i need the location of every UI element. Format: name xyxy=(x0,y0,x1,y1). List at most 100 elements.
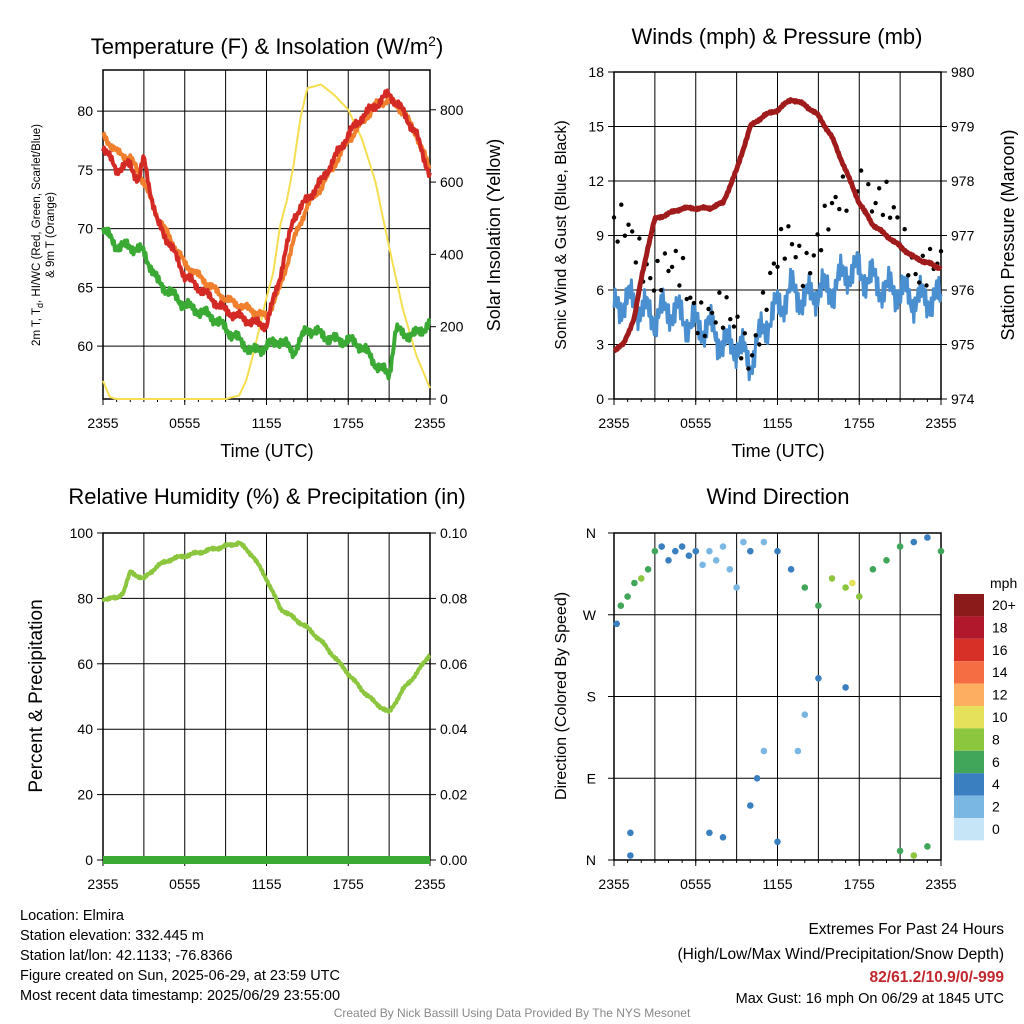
xtick-label-3-3: 1755 xyxy=(844,876,875,892)
gust-point-13 xyxy=(659,288,664,293)
direction-point-4 xyxy=(638,575,645,582)
gust-point-39 xyxy=(753,333,758,338)
winds-panel-title: Winds (mph) & Pressure (mb) xyxy=(632,24,923,49)
legend-swatch-4 xyxy=(954,683,984,706)
direction-point-13 xyxy=(699,561,706,569)
winds-ylabel-right: Station Pressure (Maroon) xyxy=(998,129,1018,340)
gust-point-11 xyxy=(651,288,657,293)
gust-point-32 xyxy=(728,317,733,322)
gust-point-81 xyxy=(906,273,911,278)
gust-point-27 xyxy=(709,310,715,315)
ytick-label-right-2-5: 0.10 xyxy=(440,525,467,541)
gust-point-78 xyxy=(895,215,900,220)
gust-point-54 xyxy=(808,271,813,276)
direction-point-20 xyxy=(747,547,754,555)
direction-point-5 xyxy=(644,566,652,573)
legend-label-2: 16 xyxy=(992,642,1008,658)
ytick-label-left-2-5: 100 xyxy=(70,525,94,541)
legend-label-9: 2 xyxy=(992,799,1000,815)
ytick-label-left-3-2: S xyxy=(587,689,596,705)
temp-ylabel-left: 2m T, Td, HI/WC (Red, Green, Scarlet/Blu… xyxy=(31,124,45,346)
temp-ylabel-right: Solar Insolation (Yellow) xyxy=(484,139,504,331)
legend-swatch-5 xyxy=(954,706,984,729)
ytick-label-left-0-3: 75 xyxy=(77,162,93,178)
ytick-label-right-1-3: 977 xyxy=(951,228,975,244)
gust-point-50 xyxy=(793,255,798,260)
direction-point-28 xyxy=(849,579,856,587)
ytick-label-right-2-1: 0.02 xyxy=(440,787,467,803)
gust-point-83 xyxy=(913,271,918,277)
max-gust-text: Max Gust: 16 mph On 06/29 at 1845 UTC xyxy=(735,991,1004,1007)
direction-point-3 xyxy=(631,579,638,587)
gust-point-90 xyxy=(938,249,944,254)
xtick-label-0-1: 0555 xyxy=(169,415,200,431)
gust-point-16 xyxy=(669,264,675,270)
figure-canvas: Temperature (F) & Insolation (W/m2) Wind… xyxy=(26,24,1018,892)
gust-point-62 xyxy=(837,206,842,212)
direction-ylabel-left: Direction (Colored By Speed) xyxy=(553,592,570,800)
gust-point-80 xyxy=(902,227,907,232)
gust-point-5 xyxy=(630,229,635,234)
gust-point-23 xyxy=(695,330,700,336)
gust-point-12 xyxy=(655,258,660,264)
gust-point-28 xyxy=(713,320,718,325)
gust-point-36 xyxy=(742,331,747,336)
legend-label-1: 18 xyxy=(992,619,1008,635)
gust-point-0 xyxy=(611,215,617,220)
location-text: Location: Elmira xyxy=(20,908,124,924)
ytick-label-left-3-0: N xyxy=(586,852,596,868)
ytick-label-right-0-4: 800 xyxy=(440,102,464,118)
extremes-info: Extremes For Past 24 Hours (High/Low/Max… xyxy=(678,917,1005,1009)
ytick-label-right-1-6: 980 xyxy=(951,64,975,80)
gust-point-75 xyxy=(884,179,889,184)
latlon-text: Station lat/lon: 42.1133; -76.8366 xyxy=(20,948,233,964)
gust-point-70 xyxy=(866,182,871,187)
ytick-label-right-1-1: 975 xyxy=(951,337,975,353)
direction-point-48 xyxy=(896,847,904,855)
ytick-label-left-1-3: 9 xyxy=(596,228,604,244)
xtick-label-3-4: 2355 xyxy=(925,876,956,892)
gust-point-60 xyxy=(829,200,835,206)
xtick-label-1-4: 2355 xyxy=(925,415,956,431)
direction-point-45 xyxy=(801,711,809,718)
legend-label-7: 6 xyxy=(992,754,1000,770)
gust-point-61 xyxy=(833,194,838,200)
ytick-label-left-1-5: 15 xyxy=(588,119,604,135)
gust-point-44 xyxy=(771,261,777,266)
gust-point-29 xyxy=(717,290,722,295)
direction-point-19 xyxy=(740,538,747,546)
direction-point-2 xyxy=(624,593,631,600)
direction-point-32 xyxy=(896,543,904,550)
xtick-label-0-4: 2355 xyxy=(414,415,445,431)
series-line-0-td xyxy=(101,226,431,381)
direction-point-26 xyxy=(828,575,836,582)
ytick-label-left-2-0: 0 xyxy=(85,852,93,868)
direction-point-49 xyxy=(910,852,918,859)
ytick-label-right-2-2: 0.04 xyxy=(440,721,467,737)
ytick-label-left-1-0: 0 xyxy=(596,391,604,407)
gust-point-47 xyxy=(782,256,787,261)
gust-point-15 xyxy=(666,268,671,274)
created-text: Figure created on Sun, 2025-06-29, at 23… xyxy=(20,968,340,984)
legend-swatch-2 xyxy=(954,638,984,662)
direction-point-42 xyxy=(760,747,768,755)
direction-point-34 xyxy=(924,534,931,541)
temp-ylabel-left-line2: & 9m T (Orange) xyxy=(45,192,57,278)
xtick-label-3-2: 1155 xyxy=(762,876,792,892)
temp-xlabel: Time (UTC) xyxy=(220,441,313,461)
gust-point-74 xyxy=(880,212,886,218)
direction-point-16 xyxy=(719,543,727,550)
ytick-label-left-2-2: 40 xyxy=(77,721,93,737)
direction-point-39 xyxy=(719,834,727,841)
direction-panel-title: Wind Direction xyxy=(706,484,849,509)
gust-point-72 xyxy=(873,200,878,206)
direction-point-35 xyxy=(937,547,945,555)
xtick-label-2-2: 1155 xyxy=(251,876,281,892)
gust-point-6 xyxy=(633,260,638,265)
ytick-label-right-1-4: 978 xyxy=(951,173,975,189)
legend-label-5: 10 xyxy=(992,709,1008,725)
direction-point-25 xyxy=(815,602,822,609)
gust-point-68 xyxy=(858,168,864,173)
extremes-subtitle: (High/Low/Max Wind/Precipitation/Snow De… xyxy=(677,946,1005,963)
gust-point-53 xyxy=(804,250,809,256)
